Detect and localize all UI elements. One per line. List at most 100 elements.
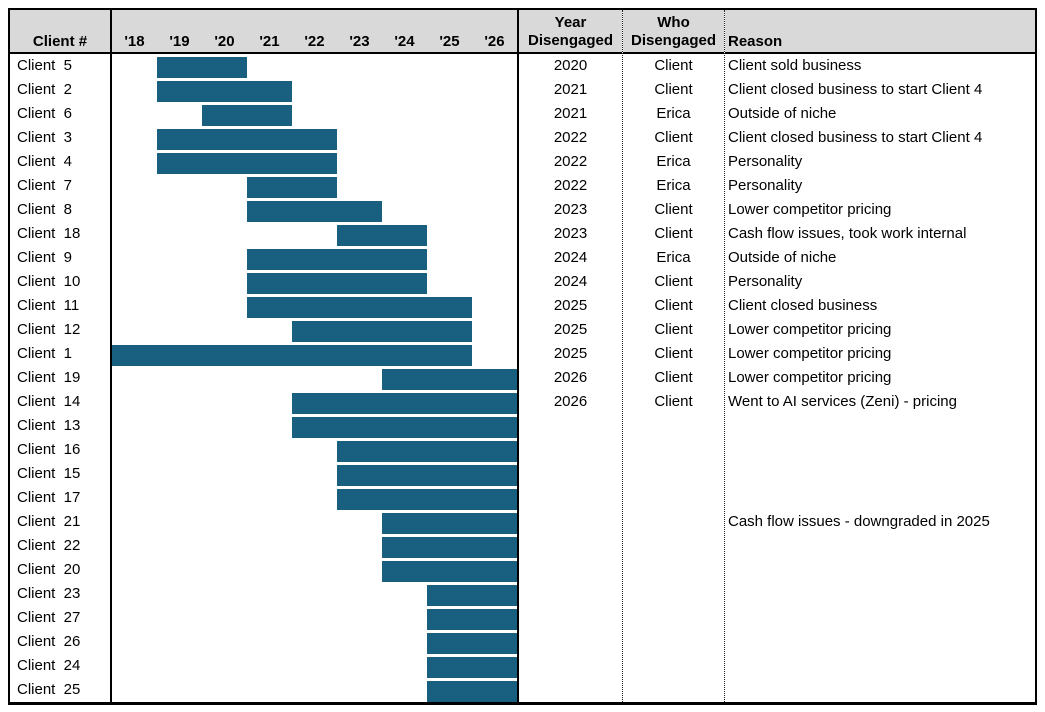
who-disengaged-cell: Client <box>654 225 693 242</box>
gantt-row <box>112 654 517 678</box>
who-disengaged-cell: Erica <box>656 105 691 122</box>
gantt-chart-area <box>112 54 517 702</box>
year-axis-label: '21 <box>259 33 280 50</box>
gantt-row <box>112 222 517 246</box>
client-label: Client 18 <box>17 225 81 242</box>
client-rows: Client 5 Client 2 Client 6 Client 3 Client 4… <box>10 54 110 702</box>
who-disengaged-cell: Client <box>654 345 693 362</box>
gantt-row <box>112 126 517 150</box>
year-disengaged-cell <box>519 678 622 702</box>
gantt-bar <box>427 681 517 702</box>
gantt-row <box>112 54 517 78</box>
client-label: Client 11 <box>17 297 80 314</box>
client-label: Client 5 <box>17 57 73 74</box>
year-disengaged-cell: 2021 <box>553 81 588 98</box>
gantt-bar <box>112 345 472 366</box>
client-label: Client 12 <box>17 321 81 338</box>
who-disengaged-cell: Client <box>654 201 693 218</box>
year-disengaged-header-line1: Year <box>554 14 587 31</box>
reason-cell <box>725 678 1035 702</box>
who-disengaged-cell: Erica <box>656 249 691 266</box>
gantt-row <box>112 246 517 270</box>
who-disengaged-header: Who Disengaged <box>623 10 724 54</box>
who-disengaged-cell <box>623 558 724 582</box>
year-disengaged-cell <box>519 606 622 630</box>
reason-cell: Client sold business <box>728 57 862 74</box>
client-label: Client 1 <box>17 345 73 362</box>
reason-cell: Personality <box>728 153 803 170</box>
year-axis-label: '20 <box>214 33 235 50</box>
gantt-bar <box>157 81 292 102</box>
client-label: Client 17 <box>17 489 81 506</box>
year-disengaged-cell: 2023 <box>553 201 588 218</box>
client-label: Client 8 <box>17 201 73 218</box>
reason-cell <box>725 486 1035 510</box>
year-disengaged-header-line2: Disengaged <box>527 32 614 49</box>
reason-cell: Lower competitor pricing <box>728 201 892 218</box>
reason-cell <box>725 630 1035 654</box>
year-axis-label: '26 <box>484 33 505 50</box>
reason-cell: Lower competitor pricing <box>728 321 892 338</box>
client-label: Client 13 <box>17 417 81 434</box>
year-disengaged-cell: 2021 <box>553 105 588 122</box>
reason-cell <box>725 606 1035 630</box>
gantt-bar <box>157 129 337 150</box>
who-disengaged-cell: Erica <box>656 153 691 170</box>
gantt-bar <box>427 657 517 678</box>
year-disengaged-cell: 2024 <box>553 249 588 266</box>
year-disengaged-cell: 2023 <box>553 225 588 242</box>
year-disengaged-cell: 2022 <box>553 177 588 194</box>
who-disengaged-header-line2: Disengaged <box>630 32 717 49</box>
reason-cell <box>725 582 1035 606</box>
gantt-row <box>112 174 517 198</box>
year-disengaged-cell <box>519 534 622 558</box>
gantt-bar <box>337 465 517 486</box>
who-disengaged-cell <box>623 510 724 534</box>
reason-cell: Outside of niche <box>728 249 837 266</box>
gantt-row <box>112 414 517 438</box>
who-disengaged-rows: Client Client Erica Client Erica Erica Client C… <box>623 54 724 702</box>
gantt-row <box>112 342 517 366</box>
gantt-bar <box>246 249 427 270</box>
reason-cell: Cash flow issues - downgraded in 2025 <box>728 513 990 530</box>
gantt-row <box>112 390 517 414</box>
who-disengaged-cell <box>623 582 724 606</box>
who-disengaged-cell: Client <box>654 57 693 74</box>
year-disengaged-column: Year Disengaged 2020 2021 2021 2022 2022 2022… <box>517 10 622 702</box>
gantt-row <box>112 462 517 486</box>
reason-cell <box>725 534 1035 558</box>
who-disengaged-cell <box>623 438 724 462</box>
client-label: Client 6 <box>17 105 73 122</box>
client-label: Client 14 <box>17 393 81 410</box>
gantt-bar <box>337 489 517 510</box>
year-disengaged-cell: 2025 <box>553 321 588 338</box>
reason-cell <box>725 654 1035 678</box>
gantt-row <box>112 678 517 702</box>
gantt-row <box>112 270 517 294</box>
year-disengaged-cell <box>519 510 622 534</box>
year-disengaged-cell: 2026 <box>553 369 588 386</box>
client-label: Client 3 <box>17 129 73 146</box>
reason-cell: Client closed business to start Client 4 <box>728 81 983 98</box>
who-disengaged-cell: Client <box>654 129 693 146</box>
client-column-header: Client # <box>10 10 110 54</box>
engagement-table: Client # Client 5 Client 2 Client 6 Client … <box>8 8 1037 705</box>
client-label: Client 23 <box>17 585 81 602</box>
who-disengaged-cell <box>623 678 724 702</box>
year-disengaged-cell <box>519 582 622 606</box>
gantt-bar <box>381 561 517 582</box>
year-disengaged-cell <box>519 414 622 438</box>
gantt-bar <box>246 177 337 198</box>
client-column: Client # Client 5 Client 2 Client 6 Client … <box>10 10 110 702</box>
client-label: Client 26 <box>17 633 81 650</box>
year-disengaged-cell <box>519 558 622 582</box>
gantt-row <box>112 606 517 630</box>
gantt-bar <box>246 297 472 318</box>
gantt-row <box>112 582 517 606</box>
year-disengaged-cell: 2025 <box>553 297 588 314</box>
reason-cell: Lower competitor pricing <box>728 345 892 362</box>
gantt-bar <box>427 633 517 654</box>
who-disengaged-cell <box>623 414 724 438</box>
gantt-row <box>112 78 517 102</box>
gantt-bar <box>381 369 517 390</box>
